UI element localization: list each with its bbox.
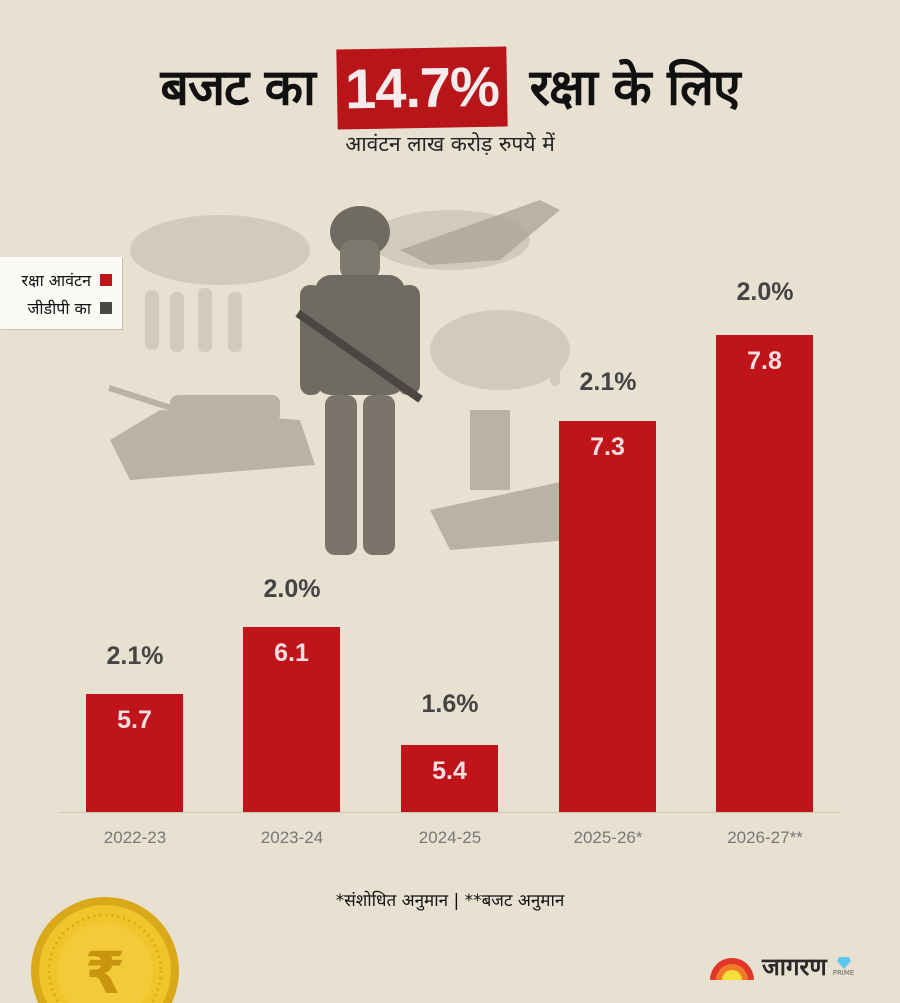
chart-legend: रक्षा आवंटन जीडीपी का: [0, 257, 122, 329]
chart-subtitle: आवंटन लाख करोड़ रुपये में: [345, 132, 555, 156]
rupee-coin-icon: ₹: [31, 897, 179, 1003]
gdp-percent-label: 2.1%: [106, 642, 164, 670]
footnote: *संशोधित अनुमान | **बजट अनुमान: [335, 891, 565, 911]
gdp-percent-label: 2.0%: [736, 278, 794, 306]
x-axis-label: 2023-24: [260, 828, 324, 847]
bar-value-label: 6.1: [274, 639, 309, 667]
bar-value-label: 5.4: [432, 757, 467, 785]
page-title: बजट का 14.7% रक्षा के लिए: [0, 44, 900, 129]
prime-badge: PRIME: [832, 956, 855, 977]
legend-label: जीडीपी का: [27, 299, 91, 318]
bar-2022-23: 5.7: [86, 694, 183, 812]
brand-name: जागरण: [762, 953, 827, 981]
x-axis-label: 2022-23: [103, 828, 167, 847]
bar-2026-27: 7.8: [716, 335, 813, 812]
gdp-percent-label: 1.6%: [421, 690, 479, 718]
x-axis-label: 2024-25: [418, 828, 482, 847]
gdp-percent-label: 2.1%: [579, 368, 637, 396]
sunrise-logo-icon: [710, 957, 754, 980]
bar-value-label: 7.8: [747, 347, 782, 375]
x-axis-label: 2026-27**: [727, 828, 803, 847]
jagran-logo: जागरण PRIME: [708, 950, 854, 983]
title-text-before: बजट का: [160, 58, 316, 117]
diamond-icon: [836, 956, 851, 969]
title-highlight-percentage: 14.7%: [336, 46, 508, 129]
bar-value-label: 7.3: [590, 433, 625, 461]
svg-text:₹: ₹: [85, 939, 125, 1003]
title-text-after: रक्षा के लिए: [529, 58, 741, 117]
bar-2023-24: 6.1: [243, 627, 340, 812]
x-axis-label: 2025-26*: [573, 828, 643, 847]
legend-label: रक्षा आवंटन: [21, 271, 91, 290]
legend-item-defence-allocation: रक्षा आवंटन: [22, 269, 112, 291]
gray-square-icon: [100, 302, 112, 314]
bar-2024-25: 5.4: [401, 745, 498, 812]
bar-2025-26: 7.3: [559, 421, 656, 812]
soldier-illustration-icon: [108, 200, 570, 555]
gdp-percent-label: 2.0%: [263, 575, 321, 603]
prime-label: PRIME: [832, 968, 855, 977]
legend-item-gdp-share: जीडीपी का: [28, 297, 112, 319]
bar-value-label: 5.7: [117, 706, 152, 734]
red-square-icon: [100, 274, 112, 286]
x-axis-line: [60, 812, 840, 813]
